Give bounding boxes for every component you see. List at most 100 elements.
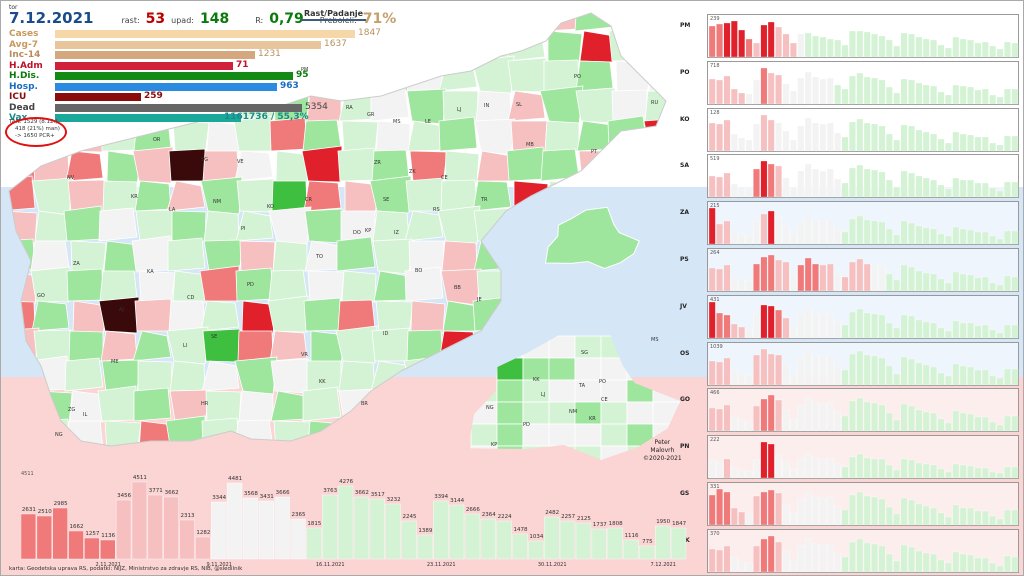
slo-bar-label: 1662 [70,524,84,530]
region-bar [1004,275,1011,292]
region-bar [863,402,871,432]
municipality-code: ZR [374,160,381,166]
region-bar [753,169,760,198]
region-bar [945,47,952,58]
region-bar [804,71,812,104]
region-bar [834,464,842,479]
region-bar [804,349,812,385]
slo-bar [480,518,496,560]
municipality-cell [201,417,240,446]
region-bar [974,510,982,526]
region-bar [952,411,960,432]
region-bar [738,92,746,104]
region-bar-chart [708,301,1019,338]
region-bar [981,41,989,58]
region-bar [738,29,746,58]
region-bar [967,366,974,385]
summary-value: 1847 [358,28,381,38]
municipality-code: KA [147,269,154,275]
region-bar [863,458,871,479]
municipality-cell [201,360,240,392]
municipality-cell [540,148,580,182]
region-bar [1011,556,1019,572]
region-bar [989,45,997,58]
region-bar [989,472,997,479]
municipality-cell [507,57,547,93]
region-bar [900,459,908,479]
slo-bar [401,520,417,560]
region-bar [863,263,871,292]
region-bar [745,236,753,245]
region-bar [819,221,827,245]
region-bar [893,92,901,104]
mini-map-code: CE [601,397,608,403]
mini-map-cell [600,335,628,359]
region-bar [878,498,886,526]
region-bar [878,459,886,479]
region-bar [863,76,871,104]
region-bar [915,176,923,198]
rast-padanje-tab[interactable]: Rast/Padanje [301,9,367,21]
municipality-cell [30,240,70,272]
region-label: PO [680,68,690,76]
region-bar [797,222,805,245]
region-bar [937,91,945,104]
municipality-code: CE [441,175,448,181]
slo-bar [544,516,560,560]
municipality-cell [341,270,377,303]
region-bar [767,305,775,338]
region-bar [981,557,989,572]
slo-bar-label: 1808 [609,521,623,527]
mini-map-code: MS [651,337,659,343]
region-bar-chart [708,442,1019,479]
municipality-cell [234,356,278,396]
region-bar [834,132,842,151]
municipality-cell [99,270,138,302]
slo-x-tick: 7.12.2021 [650,562,675,567]
municipality-cell [372,210,410,242]
municipality-cell [579,300,615,333]
region-bar [996,565,1004,572]
municipality-cell [406,418,448,446]
region-bar [893,45,901,58]
region-bar-chart [708,348,1019,385]
municipality-cell [306,360,342,392]
municipality-cell [441,240,478,272]
region-panel: 331 [707,482,1019,526]
slo-bar-label: 3771 [149,488,163,494]
region-bar [967,134,974,151]
region-bar [834,505,842,526]
slo-bar-label: 775 [642,539,653,545]
municipality-cell [444,150,480,184]
region-bar [871,263,878,292]
region-bar [782,130,790,151]
region-bar [937,512,945,526]
region-bar [782,410,790,432]
region-bar [915,270,923,292]
region-bar [723,491,731,526]
region-panel: 215 [707,201,1019,246]
region-bar [745,280,753,292]
region-bar [967,414,974,432]
region-bar [974,369,982,385]
region-bar [915,410,923,432]
municipality-cell [200,176,243,215]
mini-map-cell [470,379,498,403]
municipality-cell [268,269,308,302]
municipality-cell [234,419,274,446]
region-bar [775,122,782,151]
municipality-cell [643,28,666,62]
region-bar [782,550,790,572]
municipality-cell [476,150,512,182]
region-bar [1011,135,1019,151]
municipality-cell [9,416,37,446]
slo-bar [84,537,100,560]
municipality-cell [579,30,615,63]
region-bar [893,327,901,338]
municipality-cell [608,26,648,62]
municipality-cell [137,360,173,393]
municipality-cell [133,387,172,422]
municipality-cell [478,13,514,34]
region-bar [797,314,805,338]
slo-bar [496,520,512,560]
